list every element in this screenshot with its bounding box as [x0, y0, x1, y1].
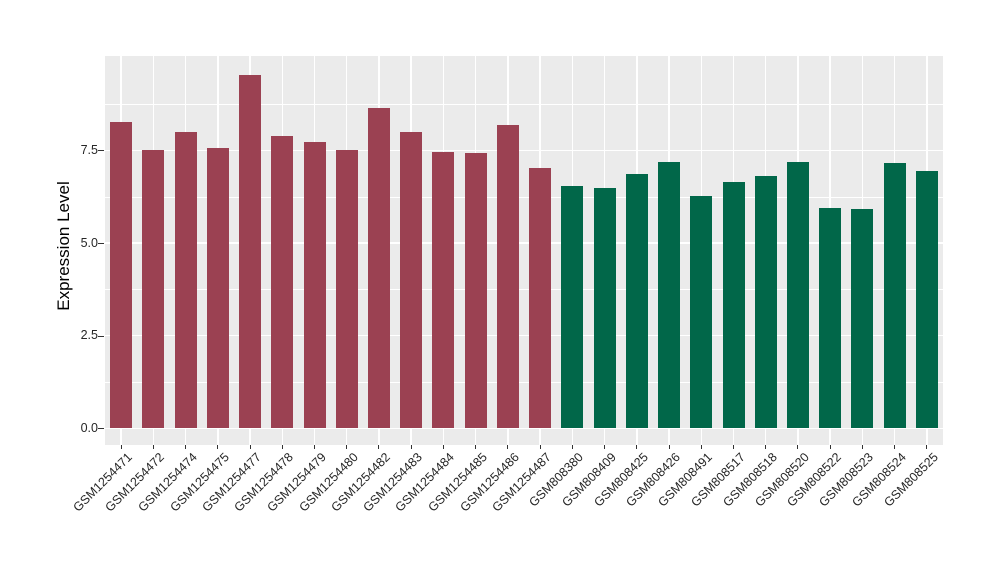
x-tick-mark [410, 445, 412, 449]
bar [174, 131, 197, 429]
bar [658, 162, 681, 429]
x-tick-mark [314, 445, 315, 449]
x-tick-mark [281, 445, 283, 449]
bar [239, 75, 262, 429]
x-tick-mark [120, 445, 122, 449]
x-tick-mark [668, 445, 670, 449]
x-tick-mark [185, 445, 187, 449]
bar [593, 187, 616, 429]
x-tick-mark [636, 445, 638, 449]
x-tick-mark [346, 445, 348, 449]
bar [110, 121, 133, 429]
bar [561, 186, 584, 429]
x-tick-mark [604, 445, 606, 449]
x-tick-mark [539, 445, 541, 449]
bar [335, 150, 358, 429]
bar [142, 150, 165, 429]
bar [754, 175, 777, 429]
gridline-major [105, 334, 943, 337]
x-tick-mark [861, 445, 863, 449]
bar [529, 167, 552, 429]
x-tick-mark [507, 445, 509, 449]
bar [690, 195, 713, 429]
bar [400, 131, 423, 429]
bar [271, 136, 294, 429]
x-tick-mark [249, 445, 251, 449]
y-tick-label: 2.5 [80, 328, 98, 343]
x-tick-mark [894, 445, 896, 449]
bar [819, 207, 842, 429]
x-tick-mark [797, 445, 799, 449]
y-tick-mark [98, 243, 104, 245]
gridline-major [105, 242, 943, 244]
y-tick-label: 7.5 [80, 142, 98, 157]
gridline-minor [105, 382, 943, 383]
x-tick-mark [926, 445, 928, 449]
y-tick-mark [98, 428, 104, 430]
x-tick-mark [475, 445, 477, 449]
bar [851, 209, 874, 429]
x-tick-mark [829, 445, 831, 449]
x-tick-mark [733, 445, 734, 449]
gridline-major [105, 149, 943, 152]
bar [915, 171, 938, 429]
bar [464, 152, 487, 429]
x-tick-mark [765, 445, 767, 449]
x-tick-mark [700, 445, 702, 449]
bar [883, 163, 906, 429]
bar [625, 173, 648, 429]
bar [496, 125, 519, 429]
y-tick-mark [98, 150, 104, 152]
bar [722, 181, 745, 429]
gridline-minor [105, 196, 943, 198]
gridline-minor [105, 104, 943, 105]
bar [786, 161, 809, 429]
x-tick-mark [217, 445, 219, 449]
y-tick-label: 0.0 [80, 420, 98, 435]
x-tick-mark [378, 445, 380, 449]
bar [367, 108, 390, 429]
bar [206, 147, 229, 429]
y-tick-mark [98, 335, 104, 337]
plot-panel [105, 56, 943, 445]
x-tick-mark [571, 445, 573, 449]
gridline-minor [105, 289, 943, 291]
y-tick-label: 5.0 [80, 235, 98, 250]
bar [432, 151, 455, 429]
gridline-major [105, 427, 943, 430]
bar [303, 141, 326, 429]
x-tick-mark [152, 445, 154, 449]
x-tick-mark [442, 445, 444, 449]
